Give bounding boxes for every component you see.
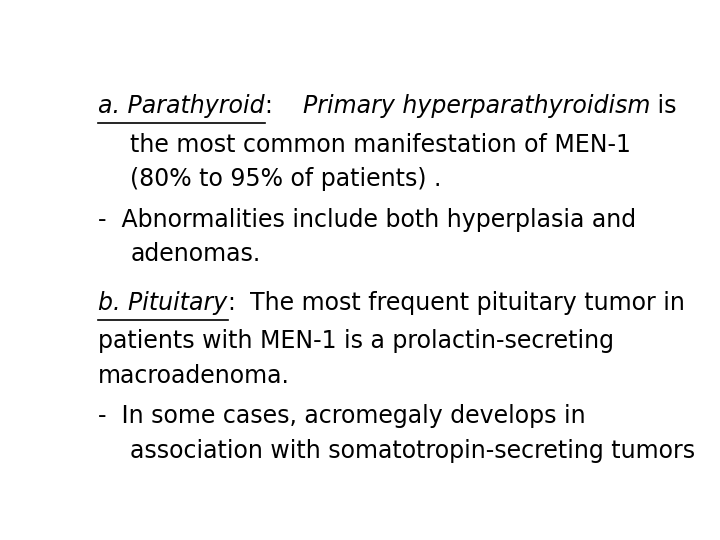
Text: (80% to 95% of patients) .: (80% to 95% of patients) .	[130, 167, 441, 191]
Text: patients with MEN-1 is a prolactin-secreting: patients with MEN-1 is a prolactin-secre…	[99, 329, 614, 353]
Text: Primary hyperparathyroidism: Primary hyperparathyroidism	[303, 94, 650, 118]
Text: adenomas.: adenomas.	[130, 241, 261, 266]
Text: the most common manifestation of MEN-1: the most common manifestation of MEN-1	[130, 133, 631, 157]
Text: macroadenoma.: macroadenoma.	[99, 364, 290, 388]
Text: -  In some cases, acromegaly develops in: - In some cases, acromegaly develops in	[99, 404, 586, 428]
Text: :: :	[228, 292, 251, 315]
Text: association with somatotropin-secreting tumors: association with somatotropin-secreting …	[130, 439, 696, 463]
Text: b. Pituitary: b. Pituitary	[99, 292, 228, 315]
Text: :: :	[265, 94, 303, 118]
Text: -  Abnormalities include both hyperplasia and: - Abnormalities include both hyperplasia…	[99, 208, 636, 232]
Text: The most frequent pituitary tumor in: The most frequent pituitary tumor in	[251, 292, 685, 315]
Text: a. Parathyroid: a. Parathyroid	[99, 94, 265, 118]
Text: is: is	[650, 94, 677, 118]
